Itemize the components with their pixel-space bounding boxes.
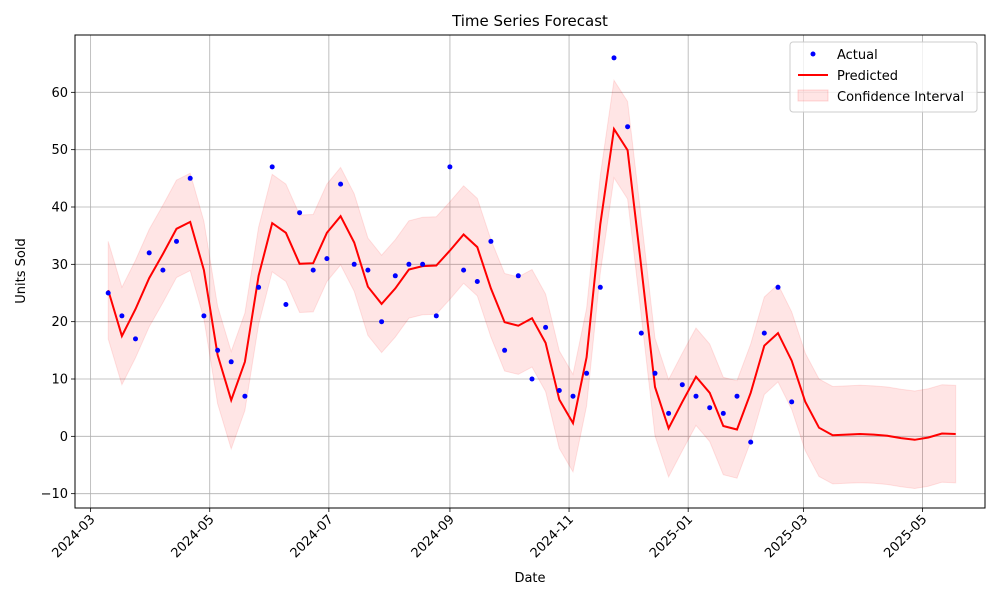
actual-point [570,393,576,399]
actual-point [365,267,371,273]
actual-point [174,238,179,244]
legend-confidence-label: Confidence Interval [837,90,964,105]
legend-box [789,41,978,113]
y-tick-label: 0 [60,430,68,445]
actual-point [488,238,494,244]
actual-point [256,284,262,290]
y-tick-label: −10 [41,487,68,502]
actual-point [133,336,138,342]
actual-point [215,347,221,353]
actual-point [201,313,207,319]
actual-point [160,267,166,273]
actual-point [638,330,644,336]
actual-point [789,399,795,405]
predicted-line [107,126,956,441]
legend-actual-marker [810,51,816,57]
actual-point [324,256,330,262]
x-tick-label: 2025-01 [647,512,696,561]
actual-point [379,319,385,325]
y-tick-label: 40 [51,201,68,216]
actual-point [351,261,357,267]
actual-point [406,261,412,267]
y-axis-ticks: −10 0 10 20 30 40 50 60 [41,86,75,502]
actual-point [187,175,193,181]
actual-point [652,370,658,376]
legend-actual-label: Actual [837,48,878,63]
x-tick-label: 2025-05 [881,512,930,561]
y-axis-label: Units Sold [14,238,29,303]
y-tick-label: 30 [51,258,68,273]
y-tick-label: 20 [51,315,68,330]
actual-point [502,347,508,353]
actual-point [529,376,535,382]
actual-point [119,313,125,319]
actual-point [105,290,111,296]
actual-point [693,393,699,399]
x-tick-label: 2024-07 [288,512,337,561]
actual-points [105,55,795,445]
actual-point [625,124,631,130]
confidence-interval-band [107,78,957,490]
actual-point [283,302,289,307]
legend: Actual Predicted Confidence Interval [789,41,978,113]
actual-point [720,410,726,416]
actual-point [447,164,453,170]
legend-confidence-marker [797,89,829,102]
y-tick-label: 50 [51,143,68,158]
legend-predicted-label: Predicted [837,69,898,84]
actual-point [420,261,426,267]
actual-point [543,324,549,330]
actual-point [666,410,672,416]
actual-point [461,267,467,273]
x-tick-label: 2024-11 [528,512,577,561]
actual-point [761,330,767,336]
actual-point [611,55,617,61]
actual-point [707,405,713,411]
actual-point [392,273,398,279]
x-tick-label: 2025-03 [762,512,811,561]
x-tick-label: 2024-09 [409,512,458,561]
actual-point [228,359,234,365]
plot-frame [74,34,986,509]
actual-point [338,181,344,187]
actual-point [584,370,590,376]
actual-point [433,313,439,319]
grid-lines [75,35,985,508]
x-axis-label: Date [514,571,545,586]
x-axis-ticks: 2024-03 2024-05 2024-07 2024-09 2024-11 2025-… [49,508,930,561]
x-tick-label: 2024-05 [169,512,218,561]
actual-point [679,382,685,388]
actual-point [597,284,603,290]
actual-point [269,164,275,170]
actual-point [734,393,740,399]
actual-point [556,388,562,393]
actual-point [310,267,316,273]
actual-point [515,273,521,279]
actual-point [297,210,303,216]
chart-title: Time Series Forecast [451,12,608,30]
y-tick-label: 10 [51,373,68,388]
y-tick-label: 60 [51,86,68,101]
actual-point [474,279,480,284]
actual-point [748,439,754,445]
x-tick-label: 2024-03 [49,512,98,561]
actual-point [146,250,152,256]
actual-point [775,284,781,290]
actual-point [242,393,248,399]
